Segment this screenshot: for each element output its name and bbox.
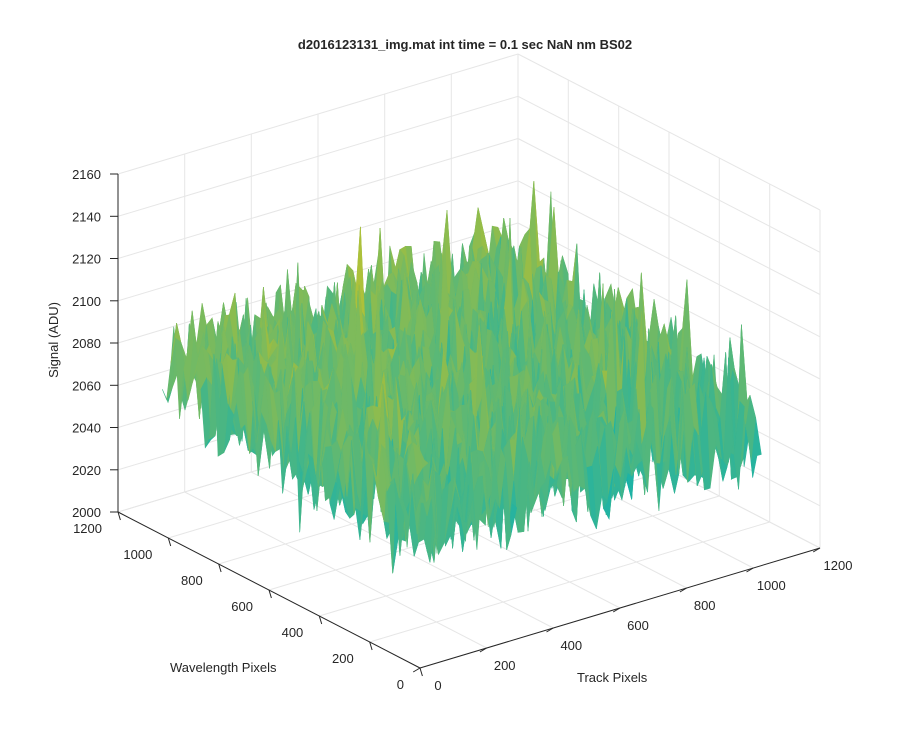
x-tick-label: 200 [494, 658, 516, 673]
grid-line [117, 95, 519, 217]
grid-line [517, 222, 821, 380]
y-tick-mark [218, 563, 222, 573]
y-tick-label: 600 [231, 599, 253, 614]
grid-line [117, 138, 519, 259]
tick-labels: 0 200 400 600 800 1000 1200 0 200 400 600 800 1000 12… [72, 167, 852, 693]
grid-line [319, 495, 720, 617]
grid-line [369, 521, 770, 643]
z-tick-label: 2160 [72, 167, 101, 182]
x-tick-label: 1000 [757, 578, 786, 593]
z-tick-label: 2040 [72, 421, 101, 436]
grid-line [517, 138, 821, 295]
axes [110, 173, 821, 677]
x-tick-mark [812, 547, 821, 553]
y-tick-label: 1200 [73, 521, 102, 536]
x-tick-mark [612, 607, 621, 613]
grid-line [117, 222, 519, 344]
y-tick-mark [167, 537, 172, 547]
x-tick-label: 1200 [824, 558, 853, 573]
z-tick-label: 2140 [72, 209, 101, 224]
z-tick-label: 2100 [72, 294, 101, 309]
x-tick-mark [746, 567, 754, 573]
y-tick-mark [268, 589, 272, 599]
x-tick-mark [546, 627, 554, 633]
z-tick-label: 2120 [72, 252, 101, 267]
surface-cell [415, 493, 427, 515]
z-tick-label: 2000 [72, 505, 101, 520]
y-tick-label: 0 [397, 677, 404, 692]
y-tick-mark [419, 667, 423, 677]
z-axis-label: Signal (ADU) [46, 302, 61, 378]
grid-line [117, 53, 519, 175]
y-tick-label: 400 [282, 625, 304, 640]
z-tick-label: 2020 [72, 463, 101, 478]
surface-mesh [162, 180, 762, 574]
x-tick-label: 800 [694, 598, 716, 613]
x-tick-mark [479, 647, 487, 653]
x-axis-label: Track Pixels [577, 670, 648, 685]
y-tick-label: 200 [332, 651, 354, 666]
x-tick-mark [412, 667, 421, 673]
grid-line [517, 95, 821, 253]
y-axis-label: Wavelength Pixels [170, 660, 277, 675]
x-tick-mark [679, 587, 687, 593]
y-tick-label: 800 [181, 573, 203, 588]
x-tick-label: 600 [627, 618, 649, 633]
grid-line [517, 180, 821, 338]
y-tick-mark [369, 641, 373, 651]
y-tick-mark [318, 615, 323, 625]
z-tick-label: 2060 [72, 378, 101, 393]
grid-line [117, 180, 519, 302]
chart-title: d2016123131_img.mat int time = 0.1 sec N… [298, 37, 632, 52]
y-tick-mark [117, 511, 121, 521]
grid-line [517, 53, 821, 211]
z-tick-label: 2080 [72, 336, 101, 351]
x-tick-label: 0 [434, 678, 441, 693]
y-tick-label: 1000 [123, 547, 152, 562]
x-tick-label: 400 [560, 638, 582, 653]
